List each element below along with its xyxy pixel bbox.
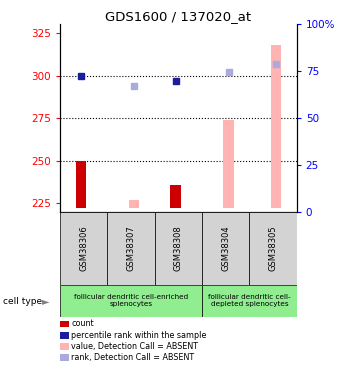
Bar xyxy=(107,212,155,285)
Bar xyxy=(202,212,249,285)
Text: value, Detection Call = ABSENT: value, Detection Call = ABSENT xyxy=(71,342,198,351)
Text: count: count xyxy=(71,320,94,328)
Text: GSM38305: GSM38305 xyxy=(269,226,277,271)
Text: ►: ► xyxy=(42,296,49,306)
Text: GSM38304: GSM38304 xyxy=(221,226,230,271)
Bar xyxy=(223,120,234,208)
Bar xyxy=(155,212,202,285)
Title: GDS1600 / 137020_at: GDS1600 / 137020_at xyxy=(105,10,251,23)
Bar xyxy=(271,45,281,209)
Text: rank, Detection Call = ABSENT: rank, Detection Call = ABSENT xyxy=(71,353,194,362)
Bar xyxy=(249,212,297,285)
Text: GSM38307: GSM38307 xyxy=(127,226,135,272)
Bar xyxy=(170,184,181,209)
Text: GSM38306: GSM38306 xyxy=(79,226,88,272)
Bar xyxy=(76,161,86,209)
Bar xyxy=(202,285,297,317)
Text: follicular dendritic cell-enriched
splenocytes: follicular dendritic cell-enriched splen… xyxy=(74,294,188,307)
Text: follicular dendritic cell-
depleted splenocytes: follicular dendritic cell- depleted sple… xyxy=(208,294,291,307)
Bar xyxy=(60,212,107,285)
Text: GSM38308: GSM38308 xyxy=(174,226,183,272)
Bar xyxy=(129,200,139,208)
Text: cell type: cell type xyxy=(3,297,43,306)
Bar xyxy=(60,285,202,317)
Text: percentile rank within the sample: percentile rank within the sample xyxy=(71,331,206,340)
